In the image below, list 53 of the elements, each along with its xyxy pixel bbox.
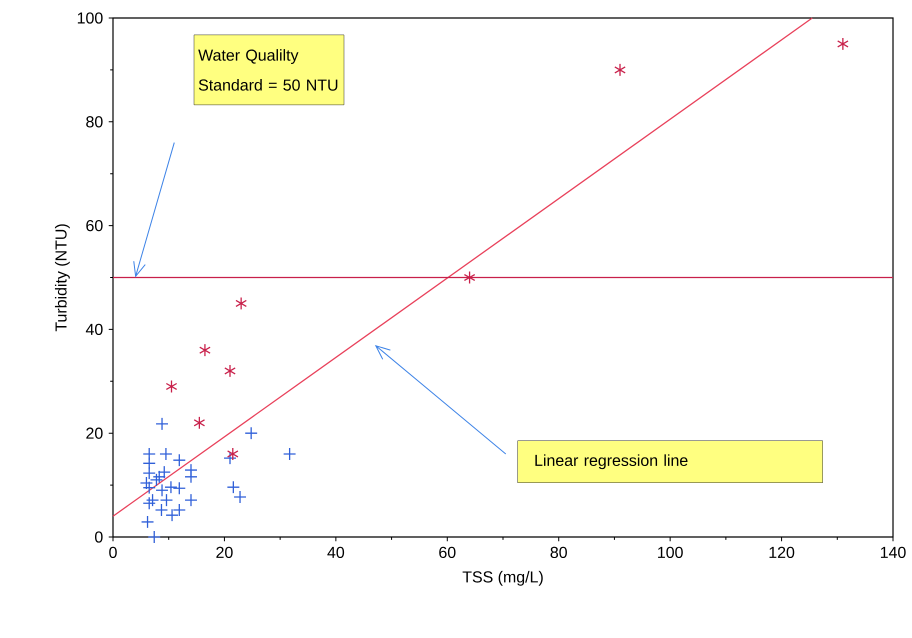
y-tick-label: 100 bbox=[78, 12, 103, 24]
point bbox=[152, 470, 166, 484]
y-tick-label: 0 bbox=[94, 531, 103, 543]
point bbox=[224, 364, 236, 378]
x-axis-title: TSS (mg/L) bbox=[462, 570, 543, 586]
x-tick-label: 0 bbox=[109, 546, 117, 558]
point bbox=[142, 496, 156, 510]
point bbox=[184, 494, 198, 507]
point bbox=[142, 481, 156, 494]
point bbox=[154, 503, 168, 517]
y-axis-title: Turbidity (NTU) bbox=[54, 224, 70, 332]
point bbox=[164, 480, 178, 494]
y-tick-label: 20 bbox=[86, 428, 103, 439]
point bbox=[235, 296, 247, 310]
x-tick-label: 120 bbox=[770, 546, 794, 558]
point bbox=[172, 482, 186, 495]
point bbox=[160, 494, 174, 507]
point bbox=[223, 451, 237, 465]
point bbox=[199, 344, 211, 357]
x-tick-label: 80 bbox=[550, 546, 567, 558]
x-tick-label: 20 bbox=[216, 546, 233, 558]
point bbox=[244, 426, 258, 440]
point bbox=[837, 37, 849, 51]
point bbox=[233, 490, 247, 504]
point bbox=[146, 494, 160, 507]
point bbox=[155, 417, 169, 430]
point bbox=[184, 470, 198, 484]
x-tick-label: 40 bbox=[327, 546, 344, 558]
annotation: Water Qualilty Standard = 50 NTU bbox=[198, 49, 338, 91]
point bbox=[172, 454, 186, 467]
point bbox=[172, 503, 186, 517]
point bbox=[194, 416, 206, 430]
x-tick-label: 140 bbox=[880, 546, 906, 558]
point bbox=[148, 530, 161, 544]
point bbox=[166, 380, 178, 394]
point bbox=[226, 480, 240, 494]
y-tick-label: 80 bbox=[86, 116, 103, 128]
annotation: Linear regression line bbox=[535, 454, 688, 470]
point bbox=[158, 466, 171, 479]
point bbox=[140, 515, 154, 529]
point bbox=[226, 447, 239, 461]
point bbox=[282, 447, 296, 461]
point bbox=[165, 508, 179, 522]
point bbox=[140, 476, 154, 490]
point bbox=[142, 456, 156, 470]
x-tick-label: 100 bbox=[658, 546, 683, 558]
point bbox=[464, 270, 476, 284]
point bbox=[614, 63, 626, 77]
y-tick-label: 40 bbox=[86, 324, 103, 336]
point bbox=[155, 484, 169, 497]
y-tick-label: 60 bbox=[86, 220, 103, 232]
point bbox=[159, 447, 173, 461]
x-tick-label: 60 bbox=[439, 546, 456, 558]
